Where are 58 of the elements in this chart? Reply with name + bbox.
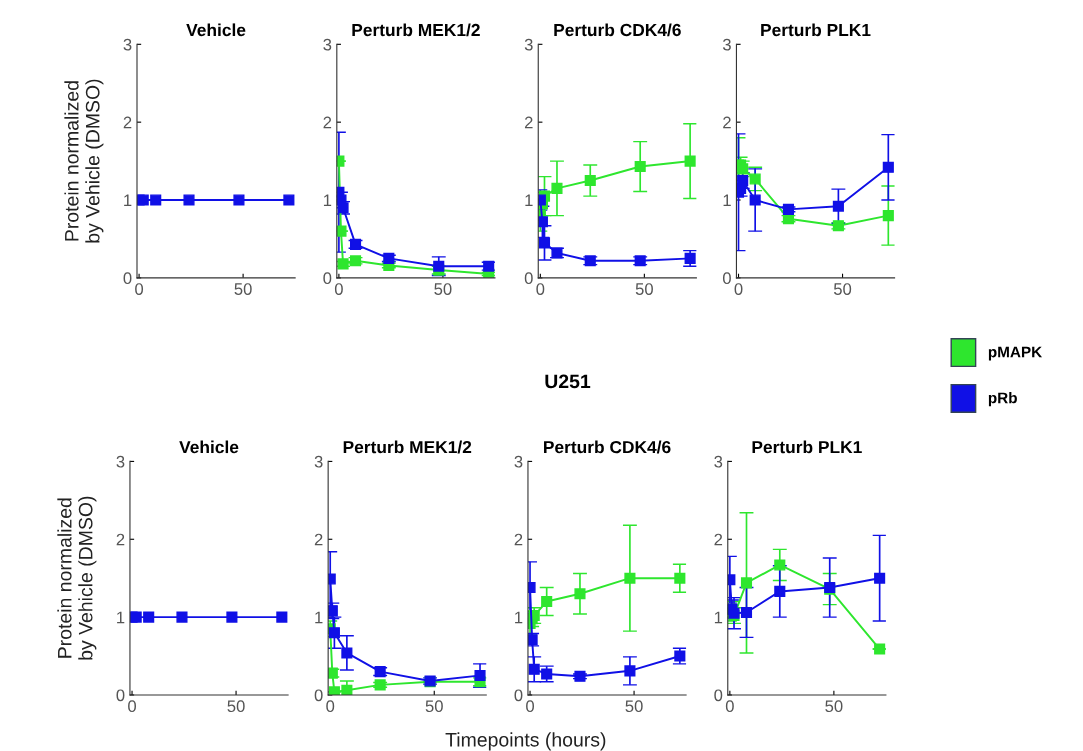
chart-title: Vehicle: [186, 23, 246, 37]
y-tick-label: 2: [723, 116, 731, 129]
legend-label: pRb: [988, 392, 1017, 407]
y-tick-label: 2: [524, 116, 533, 129]
x-tick-label: 50: [425, 700, 443, 713]
y-tick-label: 2: [323, 116, 332, 129]
y-tick-label: 3: [323, 38, 332, 51]
y-tick-label: 0: [323, 272, 332, 285]
x-tick-label: 0: [135, 283, 144, 295]
text: U251: [545, 374, 591, 389]
y-tick-label: 1: [323, 194, 332, 207]
y-tick-label: 2: [514, 533, 523, 546]
y-tick-label: 3: [722, 38, 731, 51]
chart-title: Perturb CDK4/6: [554, 23, 681, 37]
y-tick-label: 3: [524, 38, 533, 51]
y-tick-label: 2: [314, 533, 323, 546]
y-tick-label: 3: [123, 38, 132, 51]
y-tick-label: 2: [123, 116, 132, 129]
chart-title: Perturb MEK1/2: [352, 23, 480, 37]
y-tick-label: 3: [116, 455, 125, 468]
y-tick-label: 1: [723, 194, 731, 207]
y-axis-title: Protein normalized by Vehicle (DMSO): [57, 496, 97, 660]
x-tick-label: 50: [825, 700, 843, 713]
y-tick-label: 0: [722, 272, 731, 285]
y-axis-title: Protein normalized by Vehicle (DMSO): [64, 79, 104, 243]
x-tick-label: 50: [635, 283, 653, 295]
x-tick-label: 0: [334, 283, 343, 295]
legend-label: pMAPK: [988, 346, 1043, 361]
chart-title: Perturb CDK4/6: [544, 440, 671, 454]
y-tick-label: 2: [714, 533, 723, 546]
x-axis-title: Timepoints (hours): [445, 732, 606, 751]
y-tick-label: 3: [314, 455, 323, 468]
x-tick-label: 50: [833, 283, 852, 295]
y-tick-label: 1: [525, 194, 533, 207]
y-tick-label: 0: [314, 689, 323, 702]
chart-title: Perturb MEK1/2: [343, 440, 472, 454]
y-tick-label: 1: [124, 194, 132, 207]
y-tick-label: 0: [714, 689, 723, 702]
y-tick-label: 1: [315, 611, 323, 624]
y-tick-label: 0: [524, 272, 533, 285]
x-tick-label: 0: [536, 283, 545, 295]
chart-title: Vehicle: [179, 440, 239, 454]
y-tick-label: 0: [116, 689, 125, 702]
y-tick-label: 0: [514, 689, 523, 702]
y-tick-label: 1: [515, 611, 523, 624]
y-tick-label: 1: [117, 611, 125, 624]
y-tick-label: 3: [714, 455, 723, 468]
x-tick-label: 50: [234, 283, 252, 295]
x-tick-label: 50: [625, 700, 643, 713]
y-tick-label: 0: [123, 272, 132, 285]
x-tick-label: 50: [434, 283, 452, 295]
chart-title: Perturb PLK1: [752, 440, 862, 454]
chart-title: Perturb PLK1: [761, 23, 871, 37]
y-tick-label: 2: [116, 533, 125, 546]
x-tick-label: 50: [227, 700, 245, 713]
y-tick-label: 1: [714, 611, 723, 624]
x-tick-label: 0: [734, 283, 743, 295]
y-tick-label: 3: [514, 455, 523, 468]
